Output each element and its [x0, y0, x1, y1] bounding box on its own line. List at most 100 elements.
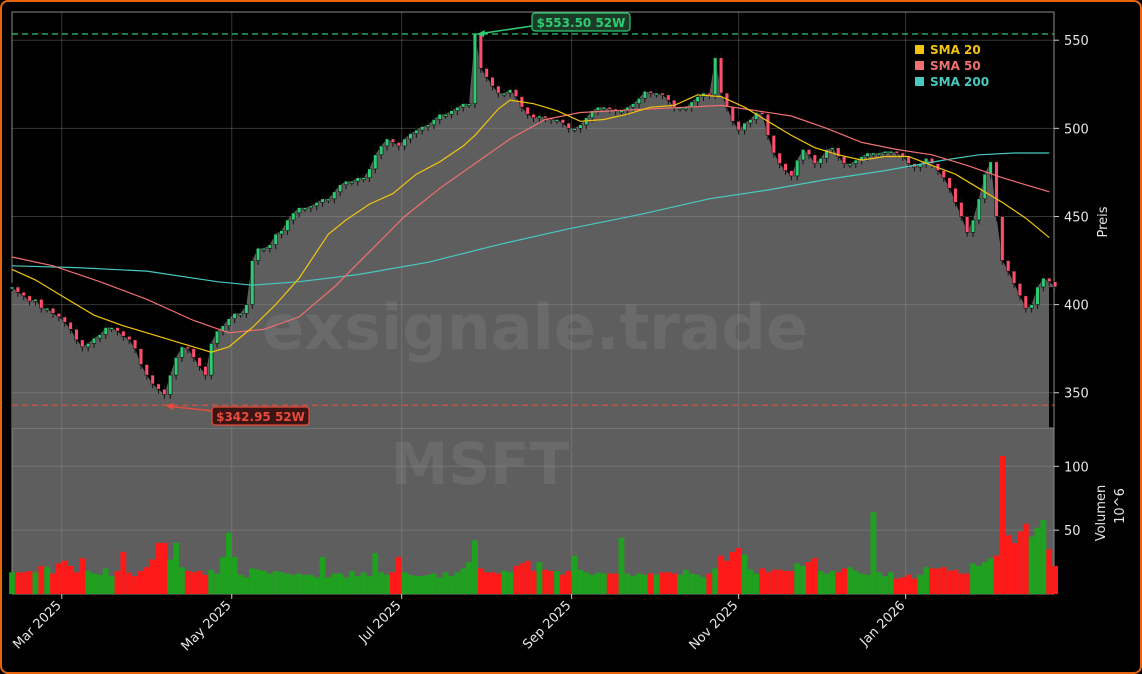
volume-bar: [1011, 542, 1017, 594]
candle: [818, 153, 823, 168]
volume-bar: [401, 572, 408, 594]
volume-bar: [518, 563, 525, 594]
candle: [173, 353, 179, 380]
volume-bar: [14, 572, 21, 594]
candle: [783, 159, 788, 176]
candle: [420, 122, 425, 135]
x-tick-label: May 2025: [179, 598, 235, 654]
candle: [279, 226, 284, 239]
candle: [941, 166, 946, 183]
volume-bar: [477, 568, 484, 594]
volume-bar: [788, 571, 795, 594]
candle: [127, 331, 132, 345]
candle: [566, 118, 571, 133]
volume-bar: [143, 567, 150, 594]
candle: [1011, 266, 1017, 288]
volume-bar: [231, 556, 238, 594]
volume-bar: [237, 574, 244, 594]
volume-bar: [67, 565, 74, 594]
candle: [50, 303, 56, 318]
candle: [185, 342, 190, 354]
volume-bar: [108, 576, 115, 594]
volume-bar: [653, 574, 660, 594]
volume-bar: [26, 571, 33, 594]
volume-bar: [407, 574, 414, 594]
candle: [853, 155, 858, 168]
volume-bar: [759, 568, 765, 594]
volume-bar: [882, 576, 889, 594]
candle: [45, 303, 50, 313]
volume-bar: [208, 569, 215, 594]
volume-bar: [583, 572, 590, 594]
candle: [666, 90, 671, 105]
volume-bar: [917, 574, 924, 594]
candle: [285, 215, 290, 235]
legend-label: SMA 20: [930, 43, 981, 57]
candle: [1029, 300, 1034, 313]
candle: [109, 323, 114, 332]
volume-bar: [489, 572, 496, 594]
candle: [414, 125, 419, 139]
volume-bar: [302, 574, 308, 594]
volume-bar: [729, 551, 736, 594]
candle: [338, 180, 343, 197]
volume-bar: [1052, 565, 1058, 594]
sma200-line: [11, 152, 1050, 286]
volume-bar: [55, 563, 62, 594]
candle: [197, 353, 202, 371]
candle: [976, 194, 981, 225]
volume-bar: [536, 562, 543, 594]
candle: [425, 120, 431, 131]
volume-bar: [929, 568, 935, 594]
volume-bar: [32, 572, 39, 594]
candle: [33, 294, 38, 306]
volume-bar: [987, 558, 994, 594]
candle: [1041, 273, 1046, 292]
candle: [56, 309, 61, 322]
x-tick-label: Mar 2025: [10, 598, 64, 652]
volume-bar: [970, 563, 976, 594]
candle: [250, 256, 255, 310]
volume-bar: [272, 571, 279, 594]
candle: [455, 102, 460, 116]
x-tick-label: Sep 2025: [520, 598, 574, 652]
candle: [168, 370, 173, 399]
volume-bars: [9, 456, 1058, 594]
candle: [531, 109, 536, 123]
volume-bar: [196, 571, 203, 594]
volume-bar: [448, 576, 455, 594]
volume-bar: [472, 540, 478, 594]
candle: [806, 145, 812, 160]
volume-bar: [659, 572, 666, 594]
candle: [449, 106, 454, 119]
volume-bar: [97, 574, 103, 594]
volume-bar: [747, 569, 754, 594]
candle: [39, 294, 44, 313]
volume-bar: [811, 558, 818, 594]
volume-bar: [683, 569, 689, 594]
volume-bar: [934, 568, 941, 594]
candle: [355, 173, 360, 186]
volume-bar: [735, 548, 742, 594]
candle: [883, 146, 888, 158]
candle: [97, 330, 102, 343]
volume-bar: [261, 571, 267, 594]
volume-bar: [958, 573, 965, 594]
volume-bar: [395, 556, 402, 594]
volume-bar: [390, 572, 396, 594]
candle: [1047, 273, 1052, 287]
volume-bar: [249, 568, 256, 594]
candle: [21, 287, 26, 301]
candle: [736, 116, 741, 135]
volume-bar: [899, 577, 906, 594]
close-price-area: [12, 34, 1056, 428]
volume-bar: [91, 573, 97, 594]
sma50-line: [11, 104, 1050, 334]
volume-bar: [565, 571, 572, 594]
volume-bar: [606, 573, 613, 594]
candle: [408, 129, 413, 144]
candle: [894, 146, 899, 158]
candle: [877, 148, 882, 158]
candle: [654, 88, 659, 98]
candle: [1006, 256, 1011, 276]
